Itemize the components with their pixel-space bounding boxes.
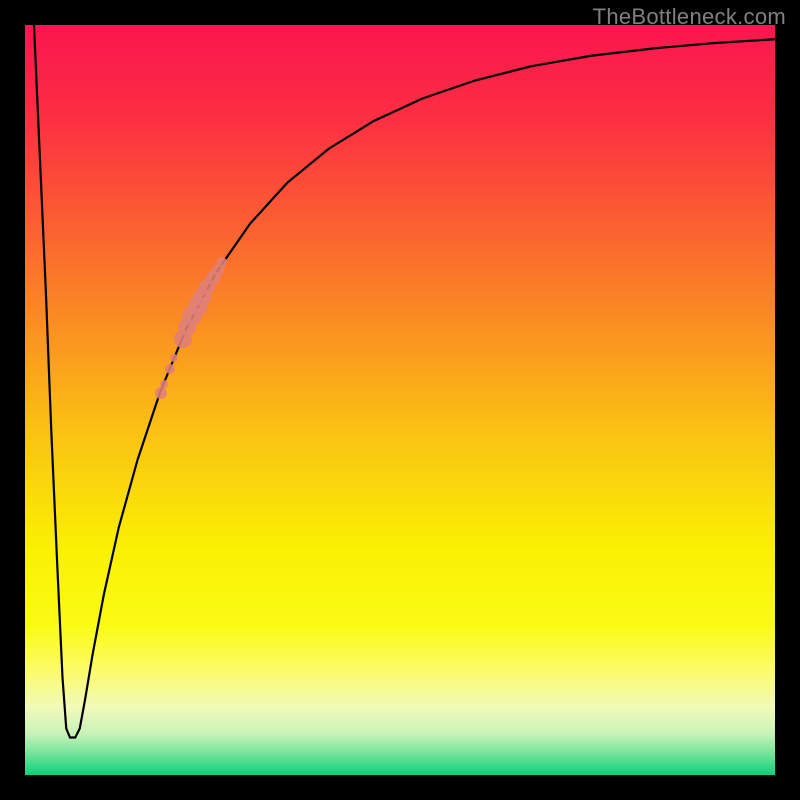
- scatter-dot: [170, 354, 178, 362]
- bottleneck-chart-root: TheBottleneck.com: [0, 0, 800, 800]
- plot-area: [25, 25, 775, 775]
- scatter-dot: [165, 364, 175, 374]
- scatter-dot: [160, 380, 168, 388]
- bottleneck-curve: [34, 25, 775, 738]
- scatter-dot: [155, 387, 167, 399]
- bottleneck-curve-svg: [25, 25, 775, 775]
- watermark-text: TheBottleneck.com: [593, 4, 786, 30]
- scatter-dot: [217, 257, 227, 267]
